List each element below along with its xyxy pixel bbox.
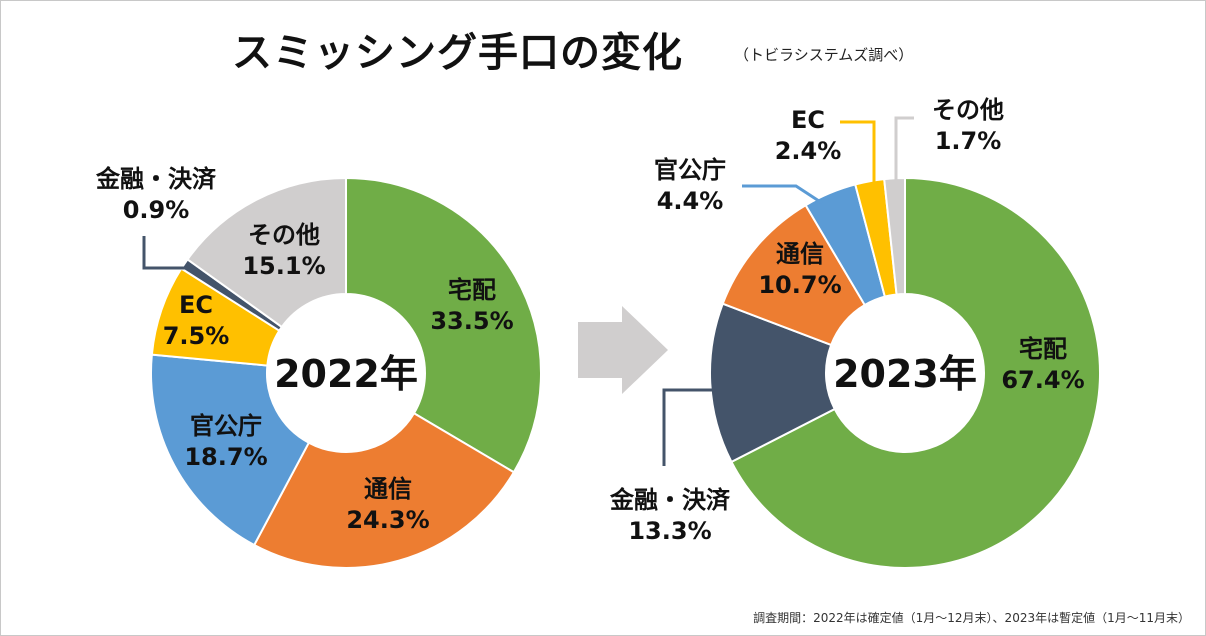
slice-other (186, 176, 347, 329)
chart-title: スミッシング手口の変化 (232, 30, 683, 76)
slice-label-value: 67.4% (1001, 366, 1084, 394)
slice-label-name: 金融・決済 (609, 486, 731, 514)
slice-label-kankocho: 官公庁 18.7% (184, 412, 267, 471)
slice-label-name: その他 (932, 96, 1004, 124)
slice-label-name: その他 (248, 221, 320, 249)
slice-label-name: EC (179, 291, 213, 319)
leader-line-kinyu (142, 236, 186, 270)
center-year-label: 2023年 (833, 352, 977, 396)
donut-chart-2023: 宅配 67.4% 金融・決済 13.3% 通信 10.7% 官公庁 4.4% EC 2.4% その他… (609, 96, 1101, 569)
slice-takuhai (345, 176, 542, 474)
slice-label-name: 官公庁 (654, 156, 726, 184)
slice-label-other: その他 1.7% (932, 96, 1004, 155)
slice-label-value: 1.7% (935, 127, 1002, 155)
leader-line-other (894, 116, 914, 182)
slice-label-tsushin: 通信 10.7% (758, 240, 841, 299)
slice-other (883, 176, 906, 296)
slice-label-value: 2.4% (775, 137, 842, 165)
slice-label-takuhai: 宅配 67.4% (1001, 335, 1084, 394)
center-year-label: 2022年 (274, 352, 418, 396)
slice-label-value: 24.3% (346, 506, 429, 534)
slice-label-value: 13.3% (628, 517, 711, 545)
slice-label-tsushin: 通信 24.3% (346, 475, 429, 534)
slice-label-value: 15.1% (242, 252, 325, 280)
leader-line-kankocho (742, 184, 823, 205)
slice-label-name: 通信 (776, 240, 824, 268)
slice-label-name: 金融・決済 (95, 165, 217, 193)
slice-label-value: 4.4% (657, 187, 724, 215)
slice-label-value: 18.7% (184, 443, 267, 471)
leader-line-ec (840, 120, 876, 184)
slice-label-value: 33.5% (430, 307, 513, 335)
slice-label-value: 10.7% (758, 271, 841, 299)
slice-label-name: 宅配 (1019, 335, 1067, 363)
slice-kinyu (709, 302, 837, 464)
slice-kankocho (150, 353, 311, 547)
slice-label-name: 宅配 (448, 276, 496, 304)
survey-period-note: 調査期間：2022年は確定値（1月〜12月末）、2023年は暫定値（1月〜11月… (753, 611, 1190, 625)
slice-takuhai (730, 176, 1101, 569)
slice-label-name: 官公庁 (190, 412, 262, 440)
slice-label-value: 7.5% (163, 322, 230, 350)
donut-chart-2022: 宅配 33.5% 通信 24.3% 官公庁 18.7% EC 7.5% 金融・決済 0.9% その他… (95, 165, 542, 569)
slice-label-ec: EC 2.4% (775, 106, 842, 165)
slice-label-name: EC (791, 106, 825, 134)
slice-label-other: その他 15.1% (242, 221, 325, 280)
arrow-right-icon (578, 306, 668, 394)
slice-label-name: 通信 (364, 475, 412, 503)
slice-label-ec: EC 7.5% (163, 291, 230, 350)
slice-label-kinyu: 金融・決済 0.9% (95, 165, 217, 224)
slice-label-kinyu: 金融・決済 13.3% (609, 486, 731, 545)
chart-subtitle: （トビラシステムズ調べ） (734, 46, 914, 64)
leader-line-kinyu (662, 388, 724, 466)
slice-label-value: 0.9% (123, 196, 190, 224)
slice-label-kankocho: 官公庁 4.4% (654, 156, 726, 215)
slice-tsushin (252, 411, 516, 569)
slice-label-takuhai: 宅配 33.5% (430, 276, 513, 335)
